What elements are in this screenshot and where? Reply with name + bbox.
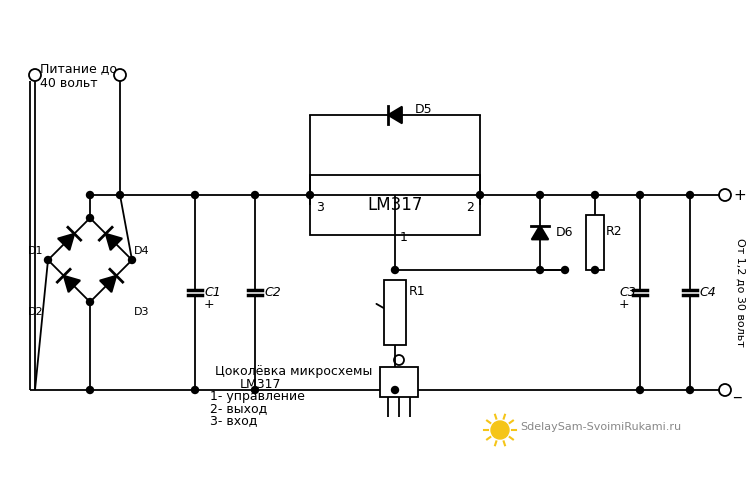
Text: R2: R2 (606, 225, 623, 238)
Text: SdelaySam-SvoimiRukami.ru: SdelaySam-SvoimiRukami.ru (520, 422, 681, 432)
Text: D6: D6 (556, 226, 574, 239)
Circle shape (129, 256, 135, 264)
Bar (384, 280, 406, 345)
Text: 1- управление: 1- управление (210, 390, 305, 403)
Text: +: + (619, 298, 630, 311)
Polygon shape (106, 234, 122, 250)
Text: 1: 1 (400, 231, 408, 244)
Polygon shape (100, 276, 116, 292)
Text: D5: D5 (415, 103, 432, 116)
Polygon shape (531, 225, 548, 240)
Text: 2: 2 (466, 201, 474, 214)
Text: 3- вход: 3- вход (210, 414, 257, 427)
Text: Цоколёвка микросхемы: Цоколёвка микросхемы (215, 365, 373, 378)
Circle shape (392, 267, 398, 273)
Circle shape (45, 256, 51, 264)
Text: LM317: LM317 (367, 196, 423, 214)
Circle shape (86, 191, 94, 198)
Circle shape (537, 191, 544, 198)
Circle shape (252, 386, 259, 393)
Text: _: _ (733, 382, 741, 398)
Circle shape (591, 267, 599, 273)
Circle shape (86, 215, 94, 221)
Text: D3: D3 (134, 307, 150, 317)
Bar (310, 175, 480, 235)
Circle shape (637, 386, 643, 393)
Text: C4: C4 (699, 286, 716, 299)
Polygon shape (388, 107, 402, 123)
Text: C2: C2 (264, 286, 280, 299)
Text: D4: D4 (134, 246, 150, 256)
Polygon shape (64, 276, 80, 292)
Text: C3: C3 (619, 286, 636, 299)
Text: +: + (204, 298, 215, 311)
Circle shape (392, 386, 398, 393)
Circle shape (476, 191, 484, 198)
Text: Питание до
40 вольт: Питание до 40 вольт (40, 62, 117, 90)
Circle shape (252, 191, 259, 198)
Circle shape (537, 267, 544, 273)
Text: R1: R1 (409, 285, 426, 298)
Circle shape (686, 386, 693, 393)
Circle shape (191, 386, 199, 393)
Text: +: + (733, 188, 745, 202)
Circle shape (562, 267, 569, 273)
Text: 2- выход: 2- выход (210, 402, 268, 415)
Text: C1: C1 (204, 286, 221, 299)
Text: 3: 3 (316, 201, 324, 214)
Circle shape (491, 421, 509, 439)
Circle shape (86, 386, 94, 393)
Text: От 1,2 до 30 вольт: От 1,2 до 30 вольт (735, 238, 745, 347)
Circle shape (591, 191, 599, 198)
Circle shape (86, 299, 94, 305)
Circle shape (306, 191, 314, 198)
Text: LM317: LM317 (240, 378, 281, 391)
Text: 123: 123 (384, 383, 405, 393)
Text: D1: D1 (28, 246, 44, 256)
Circle shape (686, 191, 693, 198)
Text: D2: D2 (28, 307, 44, 317)
Circle shape (116, 191, 123, 198)
Circle shape (637, 191, 643, 198)
Bar (380, 367, 418, 397)
Polygon shape (58, 234, 74, 250)
Circle shape (191, 191, 199, 198)
Bar (586, 215, 604, 270)
